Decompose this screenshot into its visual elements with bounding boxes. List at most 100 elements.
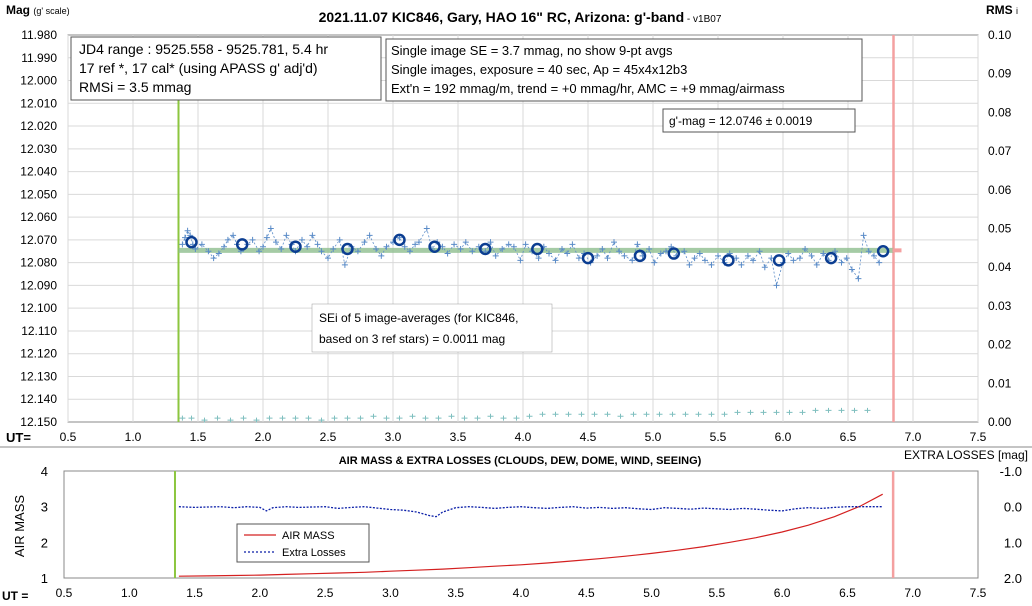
single-image-point [354, 248, 361, 255]
x-tick-label: 3.5 [447, 586, 464, 600]
average-point [824, 251, 838, 265]
single-image-point [802, 245, 809, 252]
top-series [177, 35, 902, 423]
y2-tick-label: 0.02 [988, 338, 1012, 352]
info-line: RMSi = 3.5 mmag [79, 79, 191, 95]
x-tick-label: 3.0 [385, 430, 402, 444]
x-tick-label: 2.5 [320, 430, 337, 444]
bottom-chart-title: AIR MASS & EXTRA LOSSES (CLOUDS, DEW, DO… [339, 455, 702, 467]
single-image-point [796, 255, 803, 262]
info-box-gmag: g'-mag = 12.0746 ± 0.0019 [662, 108, 856, 133]
single-image-point [629, 257, 636, 264]
single-image-point [451, 241, 458, 248]
average-point [876, 245, 890, 258]
x-tick-label: 6.0 [774, 586, 791, 600]
single-image-point [366, 232, 373, 239]
single-image-point [522, 241, 529, 248]
rms-point [682, 411, 689, 417]
y2-tick-label: 0.01 [988, 376, 1012, 390]
rms-point [721, 411, 728, 417]
single-image-point [462, 239, 469, 246]
single-image-point [221, 243, 227, 250]
rms-point [552, 411, 559, 417]
rms-point [461, 415, 468, 421]
bottom-y-ticks: 4 3 2 1 [41, 464, 48, 586]
top-panel: 2021.11.07 KIC846, Gary, HAO 16" RC, Ari… [6, 3, 1018, 445]
single-image-point [330, 245, 337, 252]
x-tick-label: 6.5 [840, 430, 857, 444]
x-tick-label: 7.0 [904, 586, 921, 600]
single-image-point [715, 252, 721, 259]
x-tick-label: 1.5 [186, 586, 203, 600]
single-image-point [318, 248, 325, 255]
extra-losses-line [178, 506, 883, 518]
single-image-point [744, 252, 751, 259]
single-image-point [599, 245, 606, 252]
single-image-point [309, 232, 316, 239]
y-tick-label: 12.060 [20, 210, 57, 224]
single-image-point [378, 252, 385, 259]
rms-point [487, 413, 494, 419]
single-image-point [657, 250, 664, 257]
y2-tick-label: 0.0 [1004, 500, 1022, 515]
single-image-point [611, 239, 617, 246]
y-tick-label: 12.110 [21, 324, 57, 338]
y2-tick-label: 0.09 [988, 67, 1012, 81]
single-image-point [696, 250, 703, 257]
single-image-point [564, 250, 571, 257]
single-image-point [406, 248, 413, 255]
y-tick-label: 12.000 [20, 74, 57, 88]
single-image-point [843, 255, 850, 262]
x-axis-label-ut-bottom: UT = [2, 589, 28, 603]
rms-point [396, 415, 403, 421]
x-axis-label-ut: UT= [6, 430, 31, 445]
single-image-point [691, 255, 698, 262]
average-point [772, 254, 786, 267]
single-image-point [756, 248, 763, 255]
rms-point [201, 417, 208, 423]
rms-point [747, 409, 754, 415]
gmag-value: g'-mag = 12.0746 ± 0.0019 [669, 114, 813, 128]
x-tick-label: 7.5 [970, 430, 987, 444]
rms-point [214, 415, 221, 421]
rms-point [513, 415, 520, 421]
info-line: SEi of 5 image-averages (for KIC846, [319, 311, 518, 325]
single-image-point [546, 250, 552, 257]
single-image-point [790, 257, 797, 264]
rms-point [409, 413, 416, 419]
rms-point [179, 415, 186, 421]
rms-point [734, 409, 741, 415]
single-image-point [401, 243, 408, 250]
y-tick-label: 1 [41, 571, 48, 586]
single-image-point [179, 241, 186, 248]
x-tick-label: 7.0 [905, 430, 922, 444]
y-tick-label: 11.980 [21, 28, 57, 42]
single-image-point [423, 225, 430, 232]
single-image-point [681, 248, 688, 255]
single-image-point [278, 245, 285, 252]
rms-point [669, 411, 676, 417]
rms-point [578, 411, 585, 417]
single-image-point [871, 252, 877, 259]
y2-tick-label: -1.0 [1000, 464, 1022, 479]
rms-point [812, 407, 819, 413]
info-box-single-image: Single image SE = 3.7 mmag, no show 9-pt… [385, 38, 863, 102]
single-image-point [876, 259, 883, 266]
y2-tick-label: 2.0 [1004, 571, 1022, 586]
single-image-point [184, 227, 191, 234]
x-tick-label: 1.0 [121, 586, 138, 600]
average-point [185, 235, 198, 249]
rms-point [253, 417, 260, 423]
info-line: Single images, exposure = 40 sec, Ap = 4… [391, 62, 687, 77]
single-image-point [215, 250, 222, 257]
top-y-ticks: 11.980 11.990 12.000 12.010 12.020 12.030 12.0… [20, 28, 57, 429]
single-image-point [444, 250, 451, 257]
single-image-point [205, 248, 212, 255]
single-image-point [499, 245, 506, 252]
single-image-point [651, 259, 658, 266]
rms-point [604, 411, 611, 417]
legend: AIR MASS Extra Losses [236, 523, 370, 563]
single-image-point [621, 252, 628, 259]
bottom-plot-area [63, 470, 979, 579]
average-point [722, 254, 735, 267]
